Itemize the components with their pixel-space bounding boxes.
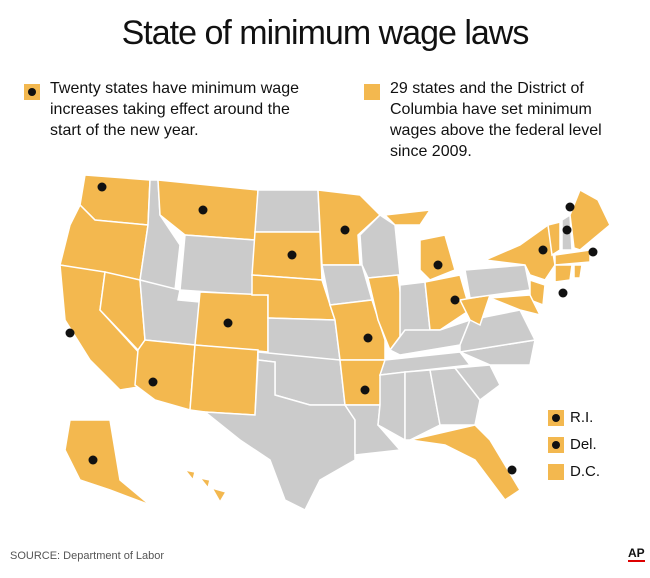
legend-text: Twenty states have minimum wage increase… <box>50 80 299 139</box>
legend-swatch <box>364 84 380 100</box>
legend-swatch <box>548 464 564 480</box>
source: SOURCE: Department of Labor <box>10 550 165 562</box>
wage-increase-dots <box>65 182 598 475</box>
states <box>59 174 611 512</box>
state-label: D.C. <box>570 463 600 480</box>
legend-swatch <box>24 84 40 100</box>
legend-text: 29 states and the District of Columbia h… <box>390 80 602 160</box>
state-label: R.I. <box>570 409 594 426</box>
state-label: Del. <box>570 436 597 453</box>
legend-swatch <box>548 410 564 426</box>
title: State of minimum wage laws <box>121 14 530 52</box>
legend-swatch <box>548 437 564 453</box>
logo: AP <box>628 546 645 562</box>
